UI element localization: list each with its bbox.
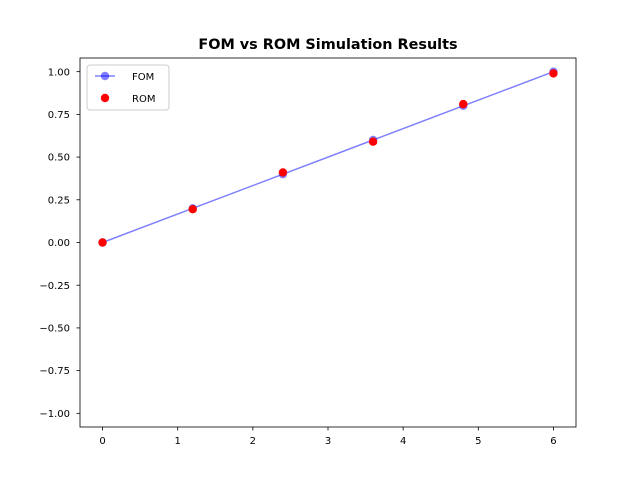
y-tick-label: −0.50 [39, 324, 70, 335]
x-tick-label: 5 [475, 436, 481, 447]
series-line-fom [102, 70, 554, 244]
data-point-rom [188, 204, 197, 214]
y-tick-label: −0.75 [39, 366, 70, 377]
y-tick-label: −1.00 [39, 409, 70, 420]
data-point-rom [278, 168, 288, 177]
x-tick-label: 1 [175, 436, 181, 447]
x-tick-label: 6 [550, 436, 556, 447]
y-tick-label: 0.50 [48, 153, 70, 164]
chart-title: FOM vs ROM Simulation Results [198, 37, 457, 53]
legend-marker-rom [100, 93, 110, 103]
legend-entry-rom: ROM [100, 93, 155, 105]
y-tick-label: 0.75 [48, 110, 70, 121]
x-tick-label: 0 [99, 436, 105, 447]
legend-label-fom: FOM [132, 72, 154, 83]
y-tick-label: 1.00 [48, 67, 70, 78]
data-point-rom [368, 137, 378, 146]
data-point-rom [459, 99, 468, 109]
legend-box [86, 64, 170, 111]
series-rom [98, 69, 558, 247]
legend: FOM ROM [86, 64, 170, 111]
x-tick-label: 2 [250, 436, 256, 447]
y-tick-label: 0.25 [48, 195, 70, 206]
x-tick-label: 4 [400, 436, 406, 447]
legend-marker-fom [100, 71, 110, 81]
axes: 0 1 2 3 4 5 6 −1.00 −0.75 −0.50 −0.25 0.00 0.25 0.50 0… [39, 57, 577, 447]
legend-entry-fom: FOM [95, 71, 154, 83]
legend-label-rom: ROM [132, 94, 155, 105]
x-tick-label: 3 [325, 436, 331, 447]
data-point-rom [98, 238, 107, 247]
y-tick-label: 0.00 [48, 238, 70, 249]
data-point-rom [549, 69, 558, 78]
y-tick-label: −0.25 [39, 281, 70, 292]
plot-area [98, 67, 558, 247]
axes-frame [79, 57, 577, 428]
